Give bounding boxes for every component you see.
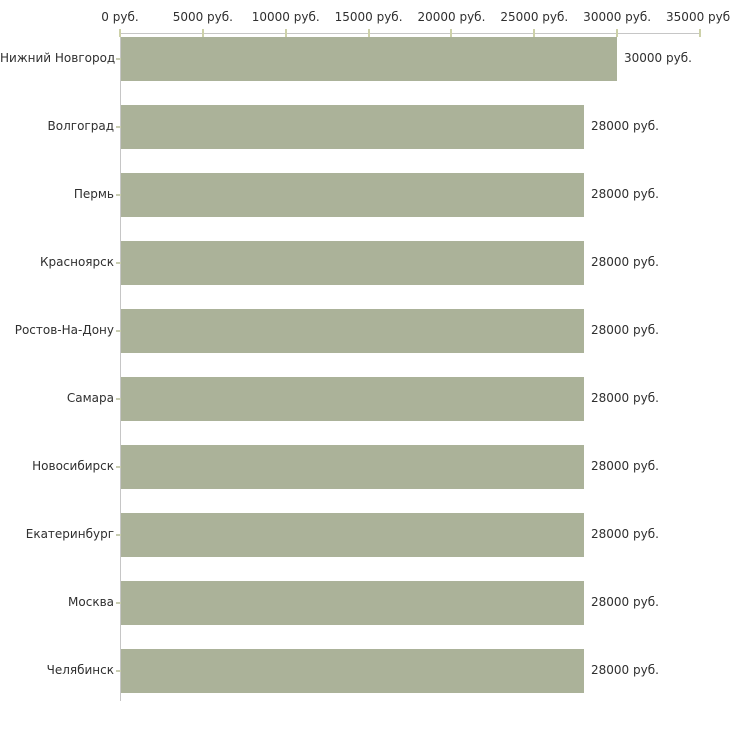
y-tick [116,670,121,672]
bar [121,513,584,557]
x-tick-label: 20000 руб. [417,10,486,24]
x-tick-label: 5000 руб. [172,10,233,24]
category-label: Ростов-На-Дону [14,323,114,337]
y-tick [116,398,121,400]
bar [121,173,584,217]
x-tick [616,29,619,37]
bar [121,309,584,353]
value-label: 28000 руб. [591,459,659,473]
value-label: 28000 руб. [591,663,659,677]
x-tick [450,29,453,37]
y-axis-line [120,33,121,701]
y-tick [116,126,121,128]
x-axis-line [120,33,700,34]
y-tick [116,58,121,60]
category-label: Нижний Новгород [0,51,116,65]
category-label: Челябинск [46,663,114,677]
value-label: 28000 руб. [591,255,659,269]
x-tick [367,29,370,37]
value-label: 28000 руб. [591,187,659,201]
x-tick-label: 10000 руб. [251,10,320,24]
value-label: 28000 руб. [591,527,659,541]
category-label: Екатеринбург [25,527,114,541]
bar [121,105,584,149]
bar [121,581,584,625]
x-tick-label: 30000 руб. [583,10,652,24]
category-label: Самара [66,391,114,405]
value-label: 28000 руб. [591,595,659,609]
category-label: Волгоград [47,119,114,133]
bar [121,377,584,421]
x-tick [119,29,121,37]
value-label: 28000 руб. [591,391,659,405]
x-tick [201,29,204,37]
bar [121,445,584,489]
x-tick [533,29,536,37]
x-tick [699,29,701,37]
y-tick [116,534,121,536]
category-label: Красноярск [40,255,114,269]
bar [121,649,584,693]
x-tick-label: 0 руб. [101,10,139,24]
y-tick [116,466,121,468]
category-label: Новосибирск [32,459,114,473]
x-tick-label: 15000 руб. [334,10,403,24]
x-tick-label: 35000 руб. [666,10,730,24]
y-tick [116,262,121,264]
y-tick [116,602,121,604]
bar [121,37,617,81]
category-label: Москва [68,595,114,609]
y-tick [116,330,121,332]
category-label: Пермь [73,187,114,201]
value-label: 28000 руб. [591,119,659,133]
x-tick-label: 25000 руб. [500,10,569,24]
x-tick [284,29,287,37]
value-label: 28000 руб. [591,323,659,337]
bar [121,241,584,285]
value-label: 30000 руб. [624,51,692,65]
y-tick [116,194,121,196]
